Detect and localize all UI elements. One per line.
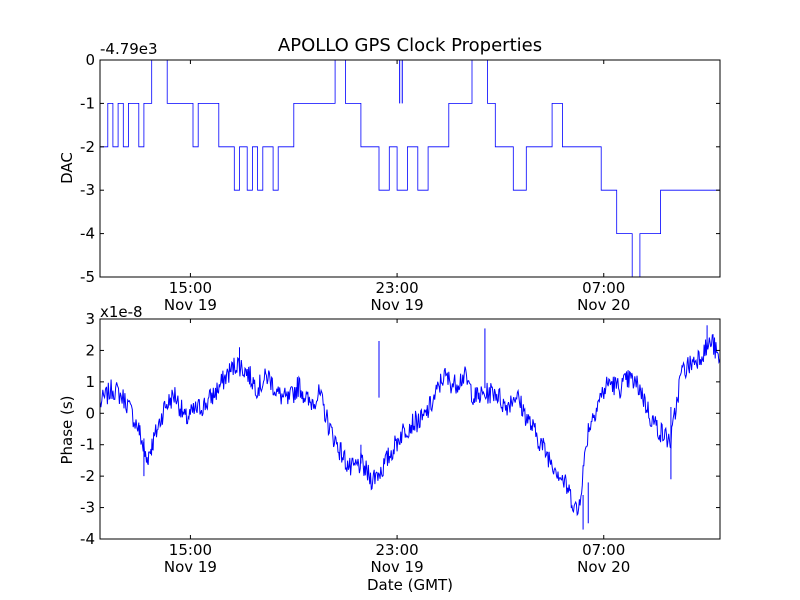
dac-ytick-label: -2 (80, 138, 95, 156)
phase-ytick-label: 2 (85, 341, 95, 359)
dac-xtick-time: 07:00 (582, 279, 625, 297)
phase-xtick-time: 07:00 (582, 541, 625, 559)
dac-y-axis-label: DAC (58, 152, 76, 184)
phase-x-axis-label: Date (GMT) (367, 576, 453, 594)
dac-series-group (100, 59, 721, 278)
dac-ytick-label: -1 (80, 94, 95, 112)
dac-plot-area (100, 60, 720, 277)
phase-axes-frame (99, 318, 721, 540)
dac-xtick-time: 15:00 (169, 279, 212, 297)
phase-ytick-label: 1 (85, 373, 95, 391)
dac-axes-frame (99, 59, 721, 278)
phase-ytick-label: -4 (80, 530, 95, 548)
phase-xtick-date: Nov 20 (577, 558, 630, 576)
dac-ytick-label: 0 (85, 51, 95, 69)
phase-ytick-label: -2 (80, 467, 95, 485)
phase-ytick-label: -3 (80, 499, 95, 517)
dac-xtick-date: Nov 19 (164, 296, 217, 314)
dac-ytick-label: -3 (80, 181, 95, 199)
phase-xtick-date: Nov 19 (164, 558, 217, 576)
phase-xtick-time: 15:00 (169, 541, 212, 559)
phase-ytick-label: 0 (85, 404, 95, 422)
phase-ytick-label: -1 (80, 436, 95, 454)
phase-y-axis-label: Phase (s) (58, 395, 76, 464)
chart-title: APOLLO GPS Clock Properties (278, 35, 542, 56)
phase-offset-label: x1e-8 (100, 303, 143, 321)
dac-xtick-date: Nov 19 (371, 296, 424, 314)
dac-ytick-label: -5 (80, 268, 95, 286)
dac-offset-label: -4.79e3 (100, 40, 158, 58)
dac-xtick-date: Nov 20 (577, 296, 630, 314)
dac-series-line (100, 59, 721, 278)
phase-xtick-date: Nov 19 (371, 558, 424, 576)
phase-ytick-label: 3 (85, 310, 95, 328)
phase-xtick-time: 23:00 (375, 541, 418, 559)
dac-ytick-label: -4 (80, 225, 95, 243)
dac-xtick-time: 23:00 (375, 279, 418, 297)
